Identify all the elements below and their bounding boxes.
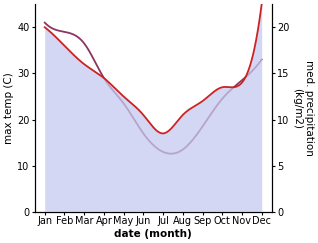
X-axis label: date (month): date (month) (114, 229, 192, 239)
Y-axis label: med. precipitation
(kg/m2): med. precipitation (kg/m2) (292, 60, 314, 156)
Y-axis label: max temp (C): max temp (C) (4, 72, 14, 144)
